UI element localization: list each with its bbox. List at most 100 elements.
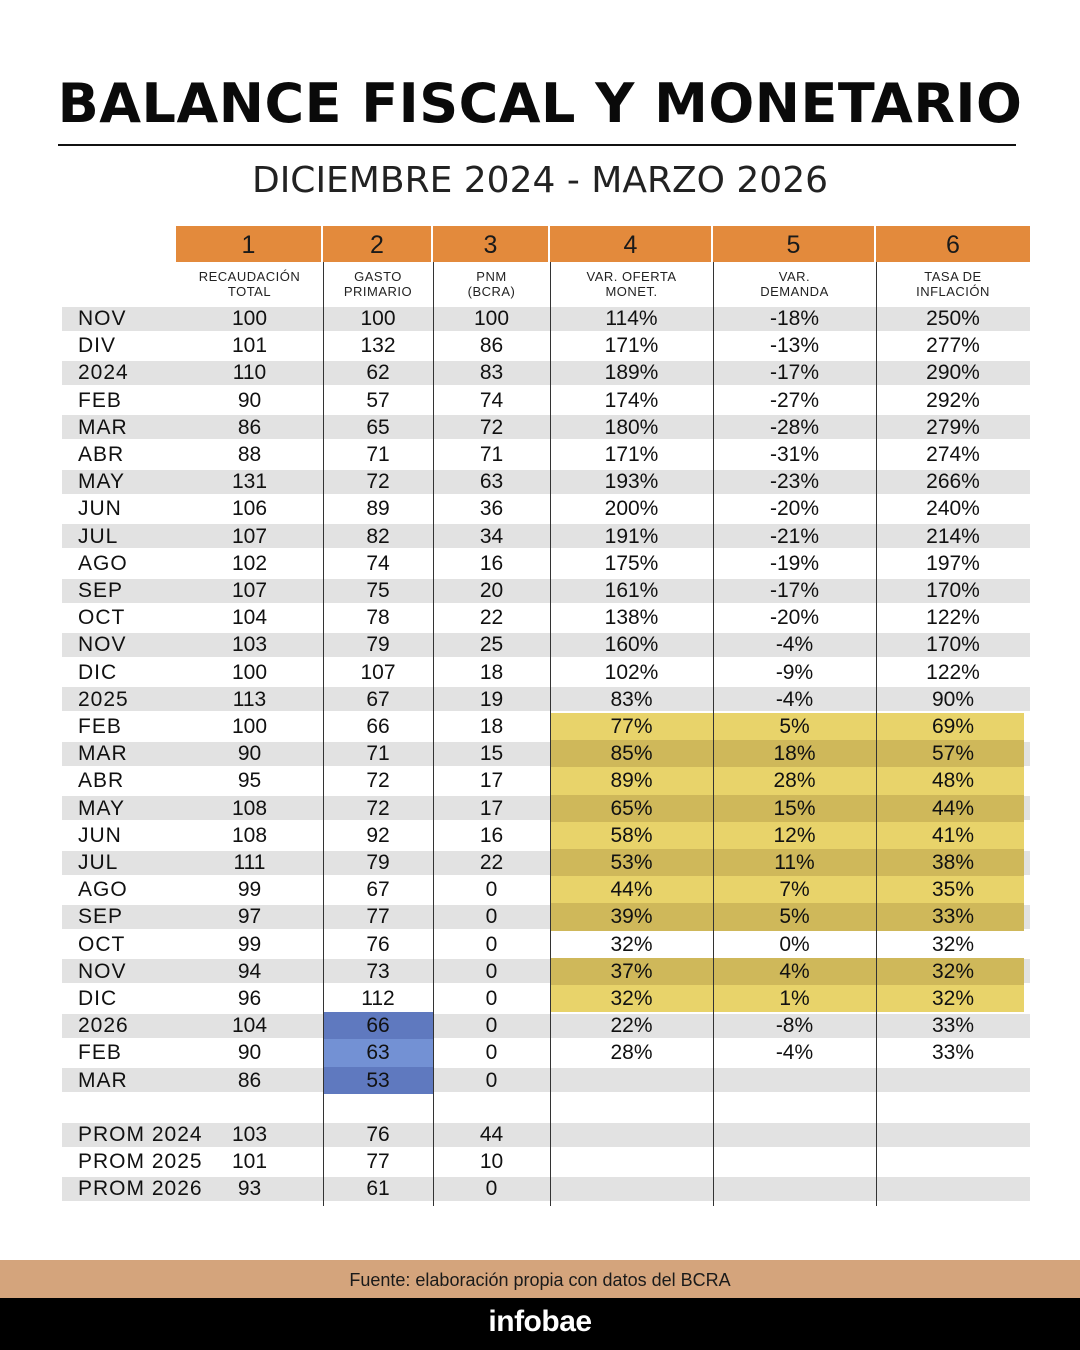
table-cell: 75: [366, 579, 390, 602]
row-label: DIV: [78, 334, 117, 358]
column-label-line: (BCRA): [467, 284, 516, 299]
table-cell: -27%: [769, 388, 820, 412]
table-cell: 73: [366, 959, 390, 983]
table-cell: 85%: [610, 742, 653, 766]
table-cell: 22: [479, 606, 504, 630]
table-cell: 107: [231, 579, 268, 602]
table-cell: 77: [366, 1150, 390, 1174]
table-cell: 174%: [604, 388, 659, 412]
table-cell: 100: [473, 307, 510, 330]
table-cell: 32%: [931, 959, 975, 983]
table-cell: 114%: [605, 307, 658, 330]
table-cell: 193%: [604, 470, 659, 494]
table-cell: 0: [485, 1068, 498, 1092]
table-cell: 0: [485, 1014, 498, 1038]
table-cell: 90%: [931, 687, 975, 711]
table-cell: 0: [485, 905, 498, 929]
table-cell: 18: [479, 715, 504, 738]
table-cell: 22: [479, 851, 504, 874]
table-cell: -28%: [769, 415, 820, 439]
table-cell: 44: [479, 1123, 504, 1146]
highlight-yellow: [550, 767, 1024, 795]
table-cell: 171%: [604, 443, 659, 466]
table-cell: 20: [479, 579, 504, 602]
table-cell: 277%: [926, 334, 980, 358]
table-cell: 0%: [779, 932, 810, 956]
page-title: BALANCE FISCAL Y MONETARIO: [57, 72, 1023, 135]
column-divider: [433, 262, 434, 1206]
table-cell: 90: [237, 1041, 262, 1065]
column-number-3: 3: [433, 226, 548, 262]
table-cell: 39%: [610, 905, 653, 929]
column-label-line: PRIMARIO: [343, 284, 413, 299]
table-cell: 32%: [610, 932, 653, 956]
row-label: ABR: [78, 443, 125, 466]
table-cell: 74: [366, 551, 390, 575]
table-cell: 79: [366, 633, 390, 657]
table-cell: 11%: [774, 851, 815, 874]
table-cell: 100: [360, 307, 396, 330]
table-cell: 86: [479, 334, 504, 358]
table-cell: 0: [485, 1041, 498, 1065]
table-cell: 16: [479, 551, 504, 575]
table-cell: 18%: [773, 742, 816, 766]
table-cell: -17%: [769, 361, 820, 385]
column-label-line: PNM: [476, 269, 507, 284]
table-cell: 71: [366, 742, 390, 766]
table-cell: 106: [231, 497, 268, 521]
table-cell: 191%: [604, 524, 659, 548]
row-stripe: [62, 1068, 1030, 1093]
table-cell: 104: [231, 1014, 268, 1038]
column-label-line: MONET.: [605, 284, 658, 299]
table-cell: 37%: [610, 959, 653, 983]
row-stripe: [62, 469, 1030, 494]
page-subtitle: DICIEMBRE 2024 - MARZO 2026: [251, 160, 829, 201]
table-cell: 44%: [931, 796, 975, 820]
table-cell: 290%: [926, 361, 980, 385]
table-cell: 82: [366, 524, 390, 548]
table-cell: -31%: [769, 443, 820, 466]
table-cell: 171%: [604, 334, 659, 358]
row-label: SEP: [78, 579, 124, 602]
row-stripe: [62, 1013, 1030, 1038]
table-cell: 53: [366, 1068, 390, 1092]
column-number-2: 2: [323, 226, 431, 262]
table-cell: 170%: [926, 579, 980, 602]
table-cell: 18: [479, 660, 504, 684]
table-cell: 72: [366, 470, 390, 494]
table-cell: 90: [237, 742, 262, 766]
table-cell: 113: [232, 687, 267, 711]
table-cell: 250%: [926, 307, 980, 330]
row-label: JUN: [78, 823, 122, 847]
table-cell: 93: [237, 1177, 262, 1201]
table-cell: -4%: [775, 687, 814, 711]
table-cell: 7%: [779, 878, 810, 902]
table-cell: 1%: [779, 987, 810, 1010]
table-cell: 160%: [604, 633, 659, 657]
row-label: MAY: [78, 796, 125, 820]
column-label-line: DEMANDA: [760, 284, 829, 299]
table-cell: 103: [231, 633, 268, 657]
table-cell: -4%: [775, 633, 814, 657]
row-label: AGO: [78, 878, 128, 902]
table-cell: 34: [479, 524, 504, 548]
table-cell: 132: [360, 334, 396, 358]
column-divider: [713, 262, 714, 1206]
column-label-2: GASTO PRIMARIO: [323, 269, 433, 299]
table-cell: 77: [366, 905, 390, 929]
table-cell: 97: [237, 905, 262, 929]
table-cell: 28%: [773, 769, 816, 793]
table-cell: 32%: [931, 932, 975, 956]
table-cell: 71: [479, 443, 504, 466]
row-label: FEB: [78, 715, 122, 738]
row-label: NOV: [78, 307, 127, 330]
table-cell: -20%: [769, 497, 820, 521]
table-cell: 67: [366, 878, 390, 902]
table-cell: 10: [479, 1150, 504, 1174]
table-cell: 96: [237, 987, 262, 1010]
column-label-line: GASTO: [354, 269, 402, 284]
table-cell: -4%: [775, 1041, 814, 1065]
table-cell: 0: [485, 1177, 498, 1201]
row-label: SEP: [78, 905, 124, 929]
